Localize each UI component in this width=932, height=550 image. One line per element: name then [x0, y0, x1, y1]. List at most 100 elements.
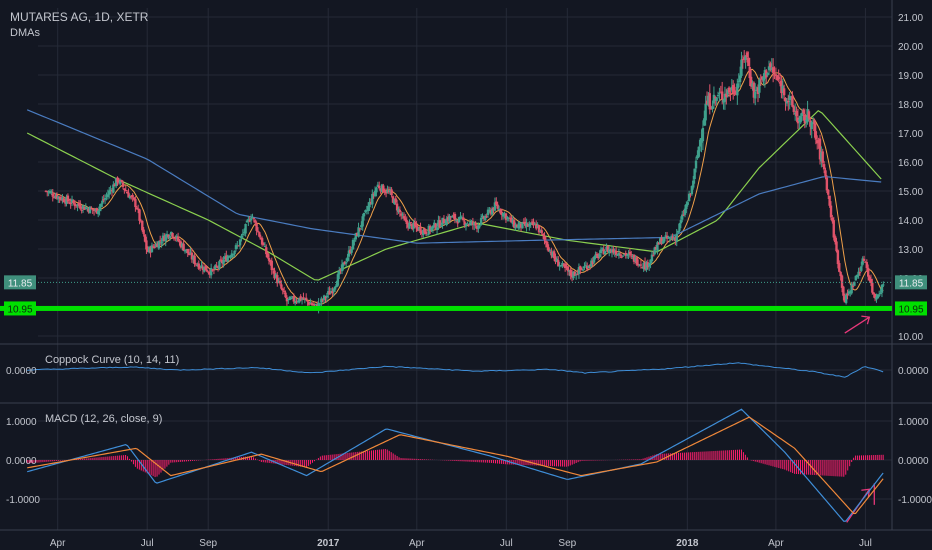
candle-body[interactable] — [577, 267, 581, 275]
candle-body[interactable] — [222, 260, 225, 264]
candle-body[interactable] — [591, 261, 594, 264]
candle-body[interactable] — [198, 267, 202, 269]
candle-body[interactable] — [325, 295, 329, 298]
candle-body[interactable] — [281, 288, 284, 291]
candle-body[interactable] — [70, 199, 74, 203]
candle-body[interactable] — [541, 233, 545, 236]
candle-body[interactable] — [670, 237, 673, 239]
candle-body[interactable] — [496, 204, 499, 209]
candle-body[interactable] — [771, 67, 775, 73]
candle-body[interactable] — [597, 254, 600, 259]
candle-body[interactable] — [882, 284, 885, 286]
candle-body[interactable] — [270, 260, 273, 271]
candle-body[interactable] — [468, 222, 472, 225]
candle-body[interactable] — [510, 217, 513, 223]
candle-body[interactable] — [240, 235, 243, 239]
candle-body[interactable] — [225, 255, 228, 262]
candle-body[interactable] — [208, 271, 211, 275]
candle-body[interactable] — [95, 208, 99, 214]
candle-body[interactable] — [160, 242, 163, 244]
candle-body[interactable] — [296, 301, 300, 303]
candle-body[interactable] — [342, 262, 345, 266]
candle-body[interactable] — [689, 193, 692, 195]
candle-body[interactable] — [631, 255, 634, 257]
candle-body[interactable] — [565, 266, 568, 268]
candle-body[interactable] — [844, 294, 848, 304]
candle-body[interactable] — [467, 224, 470, 226]
candle-body[interactable] — [683, 208, 687, 215]
candle-body[interactable] — [292, 296, 296, 302]
candle-body[interactable] — [109, 189, 112, 191]
candle-body[interactable] — [650, 254, 654, 262]
candle-body[interactable] — [309, 303, 312, 305]
candle-body[interactable] — [201, 266, 205, 271]
candle-body[interactable] — [530, 221, 534, 223]
candle-body[interactable] — [57, 196, 60, 200]
candle-body[interactable] — [58, 196, 61, 199]
candle-body[interactable] — [143, 234, 147, 242]
candle-body[interactable] — [490, 208, 494, 215]
candle-body[interactable] — [872, 292, 875, 295]
candle-body[interactable] — [434, 223, 437, 230]
candle-body[interactable] — [598, 254, 601, 257]
candle-body[interactable] — [59, 197, 63, 200]
candle-body[interactable] — [216, 266, 220, 268]
candle-body[interactable] — [194, 263, 198, 265]
candle-body[interactable] — [817, 140, 820, 142]
candle-body[interactable] — [492, 207, 495, 211]
candle-body[interactable] — [639, 264, 643, 266]
candle-body[interactable] — [260, 238, 264, 245]
candle-body[interactable] — [456, 221, 459, 224]
candle-body[interactable] — [422, 229, 425, 236]
candle-body[interactable] — [154, 243, 158, 248]
candlestick-series[interactable] — [44, 50, 885, 314]
candle-body[interactable] — [850, 284, 853, 294]
candle-body[interactable] — [284, 292, 287, 298]
candle-body[interactable] — [566, 266, 570, 272]
candle-body[interactable] — [679, 220, 683, 224]
candle-body[interactable] — [645, 262, 648, 271]
candle-body[interactable] — [570, 274, 574, 278]
candle-body[interactable] — [711, 106, 714, 110]
candle-body[interactable] — [745, 52, 749, 58]
candle-body[interactable] — [163, 236, 166, 242]
candle-body[interactable] — [101, 200, 104, 204]
candle-body[interactable] — [646, 262, 650, 268]
candle-body[interactable] — [562, 264, 565, 266]
candle-body[interactable] — [478, 225, 481, 227]
candle-body[interactable] — [230, 253, 234, 258]
candle-body[interactable] — [770, 67, 773, 71]
candle-body[interactable] — [587, 266, 590, 268]
candle-body[interactable] — [697, 146, 700, 157]
candle-body[interactable] — [525, 223, 528, 227]
candle-body[interactable] — [614, 250, 618, 256]
candle-body[interactable] — [755, 89, 758, 92]
candle-body[interactable] — [209, 268, 213, 276]
candle-body[interactable] — [368, 201, 371, 208]
candle-body[interactable] — [517, 224, 520, 229]
candle-body[interactable] — [528, 224, 531, 227]
candle-body[interactable] — [274, 274, 278, 279]
candle-body[interactable] — [66, 195, 70, 202]
candle-body[interactable] — [157, 240, 161, 249]
candle-body[interactable] — [302, 297, 305, 300]
candle-body[interactable] — [506, 216, 509, 219]
candle-body[interactable] — [350, 249, 353, 253]
candle-body[interactable] — [416, 226, 419, 231]
candle-body[interactable] — [536, 225, 539, 228]
candle-body[interactable] — [548, 250, 552, 252]
candle-body[interactable] — [321, 299, 324, 301]
candle-body[interactable] — [681, 214, 684, 220]
candle-body[interactable] — [254, 220, 257, 223]
candle-body[interactable] — [220, 260, 224, 264]
candle-body[interactable] — [68, 202, 71, 204]
candle-body[interactable] — [489, 210, 492, 214]
candle-body[interactable] — [486, 209, 490, 215]
candle-body[interactable] — [752, 82, 756, 98]
candle-body[interactable] — [313, 303, 316, 305]
candle-body[interactable] — [800, 112, 804, 117]
candle-body[interactable] — [584, 265, 588, 267]
support-line[interactable] — [0, 305, 892, 311]
candle-body[interactable] — [741, 59, 745, 61]
candle-body[interactable] — [85, 208, 89, 210]
